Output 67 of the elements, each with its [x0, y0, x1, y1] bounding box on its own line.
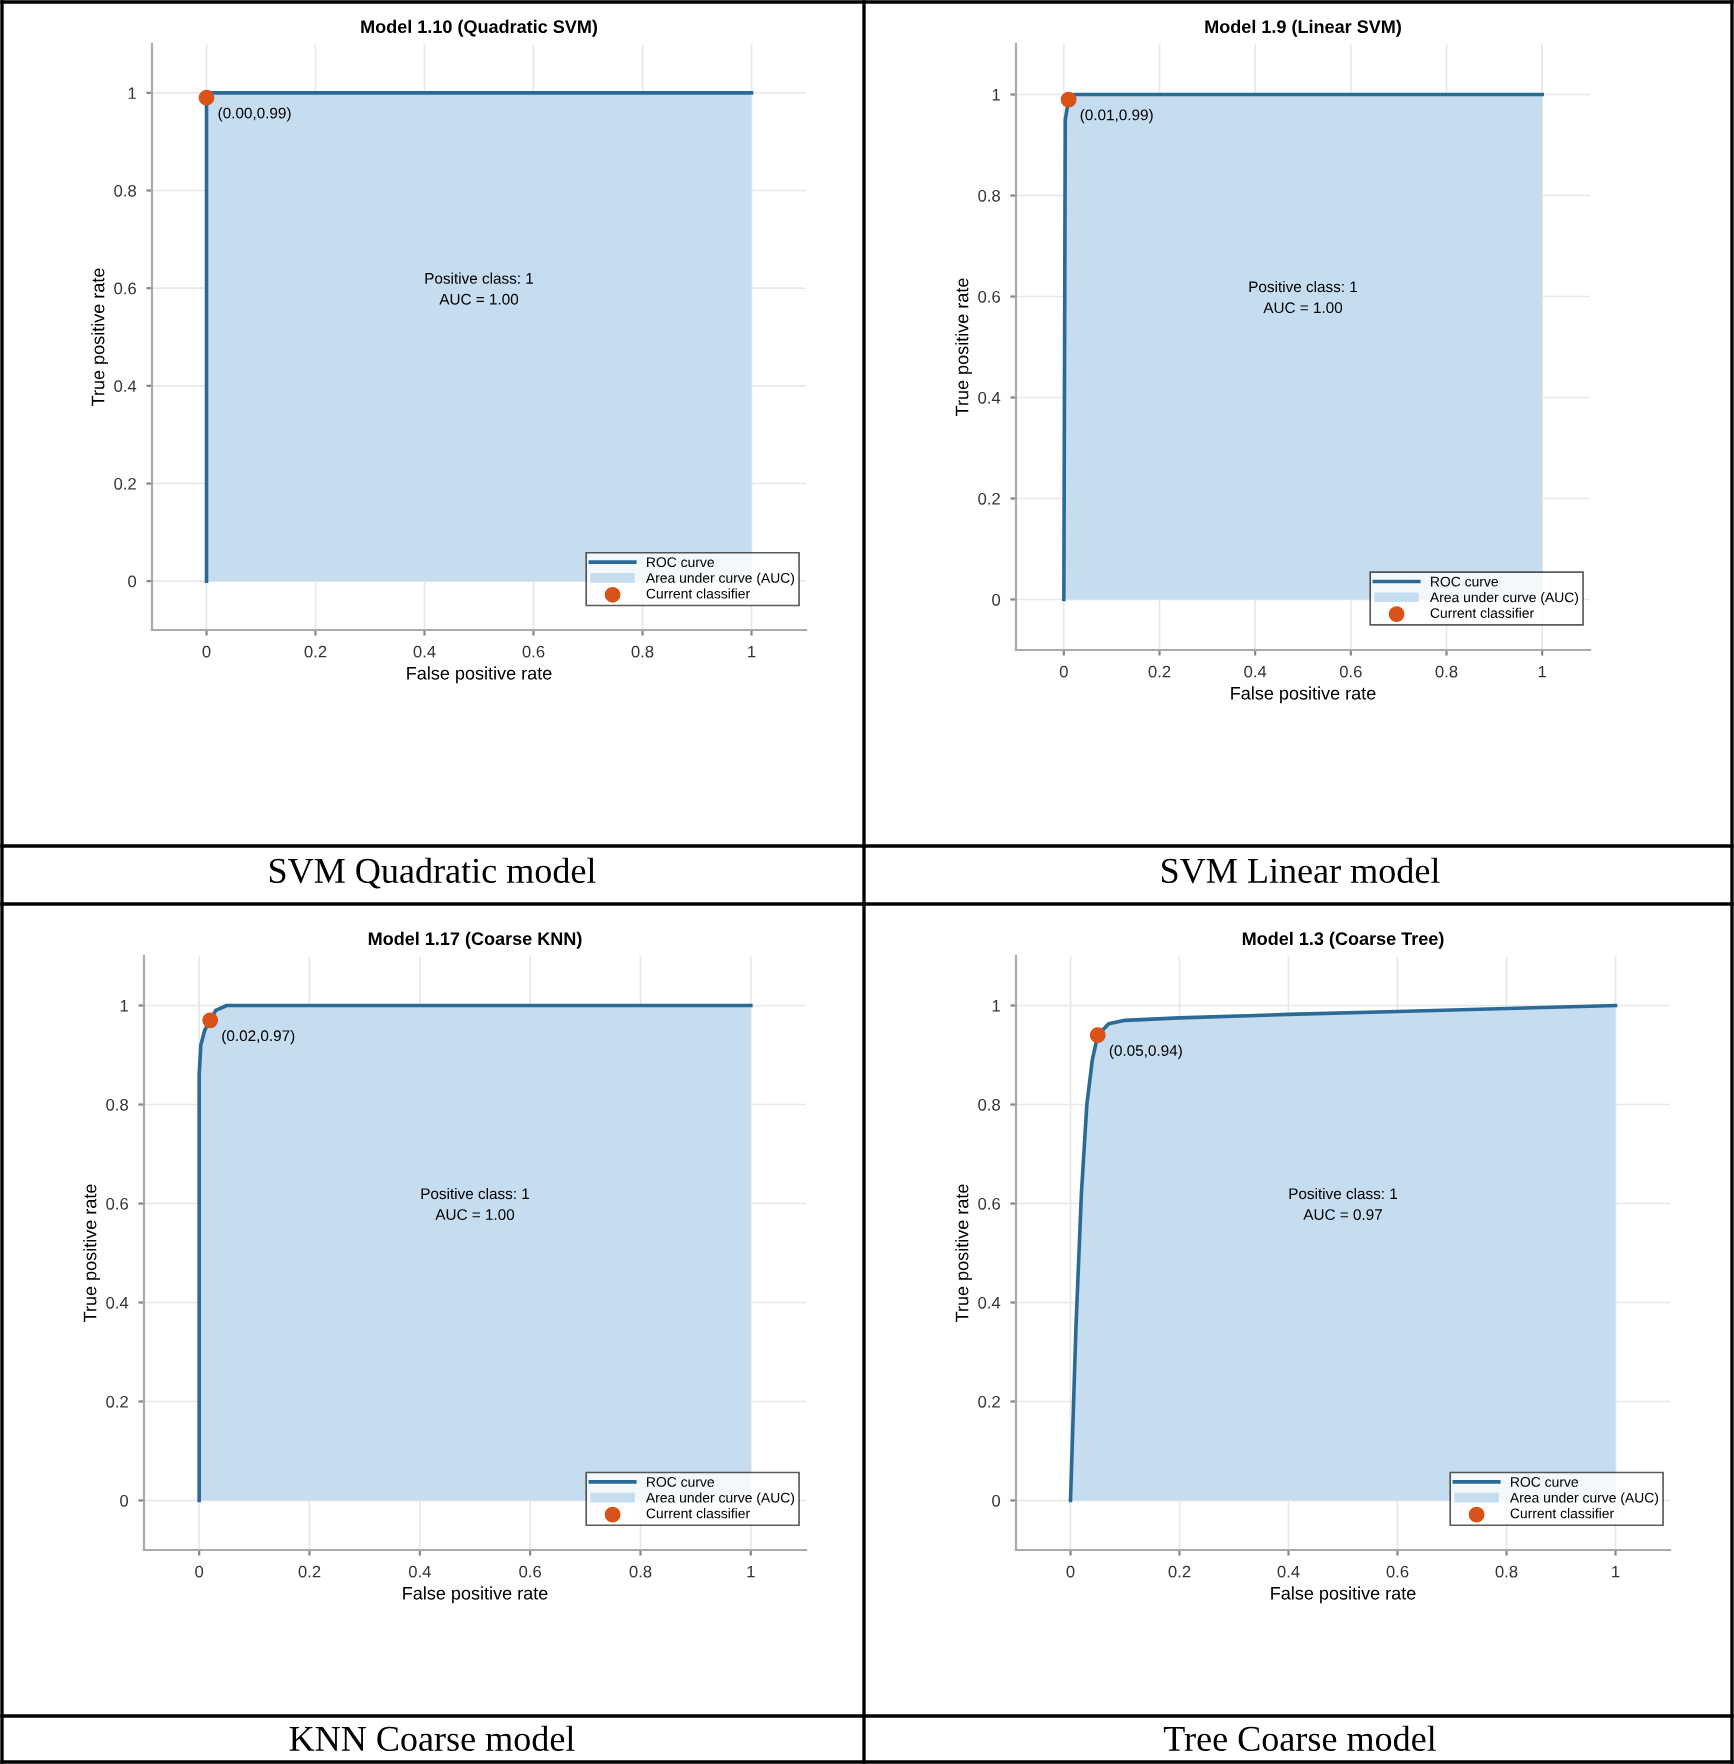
- y-tick-label: 0.4: [978, 1296, 1001, 1309]
- y-tick-label: 1: [120, 1000, 128, 1012]
- line-series: [1068, 1003, 1618, 1503]
- x-tick-label: 0.4: [1277, 1565, 1300, 1578]
- chart-title: Model 1.17 (Coarse KNN): [368, 931, 582, 949]
- chart-title: Model 1.9 (Linear SVM): [1205, 19, 1401, 37]
- y-tick-label: 0: [992, 1494, 1001, 1507]
- x-tick-label: 0.8: [631, 645, 654, 658]
- y-tick-label: 0.2: [978, 492, 1000, 505]
- text: SVM Linear model: [1162, 857, 1440, 884]
- y-tick-label: 0.2: [114, 477, 136, 490]
- x-tick-label: 0.4: [413, 645, 436, 658]
- y-tick-label: 0: [120, 1494, 129, 1507]
- y-tick-label: 1: [992, 1000, 1000, 1012]
- x-tick-label: 1: [1538, 665, 1546, 678]
- x-tick-label: 1: [1612, 1565, 1620, 1578]
- x-tick-label: 0.2: [1168, 1565, 1191, 1578]
- x-tick-label: 0.8: [629, 1565, 652, 1578]
- x-tick-label: 0: [1059, 665, 1068, 678]
- y-tick-label: 1: [992, 89, 1000, 101]
- line-series: [1062, 92, 1544, 602]
- y-tick-label: 0.4: [114, 380, 137, 393]
- y-tick-label: 0.8: [978, 1098, 1000, 1111]
- x-axis-title: False positive rate: [407, 666, 552, 684]
- y-tick-label: 0.8: [114, 184, 136, 197]
- y-tick-label: 0: [992, 593, 1001, 606]
- x-tick-label: 0.6: [1386, 1565, 1409, 1578]
- x-tick-label: 0: [195, 1565, 204, 1578]
- y-axis-title: True positive rate: [83, 1184, 100, 1322]
- y-tick-label: 0.8: [978, 189, 1000, 202]
- x-axis-title: False positive rate: [1231, 686, 1376, 704]
- x-tick-label: 0: [202, 645, 211, 658]
- x-tick-label: 0.2: [298, 1565, 321, 1578]
- y-tick-label: 0.6: [106, 1197, 128, 1210]
- chart-title: Model 1.10 (Quadratic SVM): [361, 19, 597, 37]
- y-tick-label: 0.6: [978, 1197, 1000, 1210]
- x-tick-label: 0.8: [1495, 1565, 1518, 1578]
- y-tick-label: 0.8: [106, 1098, 128, 1111]
- y-axis-title: True positive rate: [91, 268, 108, 406]
- x-tick-label: 1: [747, 1565, 755, 1578]
- y-tick-label: 0.4: [106, 1296, 129, 1309]
- y-tick-label: 0.2: [106, 1395, 128, 1408]
- y-tick-label: 0.2: [978, 1395, 1000, 1408]
- x-tick-label: 0.6: [519, 1565, 542, 1578]
- y-axis-title: True positive rate: [955, 278, 972, 416]
- text: SVM Quadratic model: [269, 857, 596, 889]
- x-tick-label: 0.2: [304, 645, 327, 658]
- y-tick-label: 0.6: [978, 290, 1000, 303]
- x-tick-label: 0.2: [1148, 665, 1171, 678]
- y-tick-label: 0: [128, 575, 137, 588]
- text: Tree Coarse model: [1163, 1725, 1437, 1752]
- text: KNN Coarse model: [289, 1725, 575, 1752]
- x-axis-title: False positive rate: [1271, 1586, 1416, 1604]
- x-tick-label: 0.6: [1339, 665, 1362, 678]
- chart-title: Model 1.3 (Coarse Tree): [1242, 931, 1444, 949]
- x-tick-label: 0.4: [1244, 665, 1267, 678]
- x-tick-label: 0.6: [522, 645, 545, 658]
- y-tick-label: 0.4: [978, 391, 1001, 404]
- x-tick-label: 1: [748, 645, 756, 658]
- x-tick-label: 0.4: [408, 1565, 431, 1578]
- y-tick-label: 1: [128, 87, 136, 99]
- y-axis-title: True positive rate: [955, 1184, 972, 1322]
- x-axis-title: False positive rate: [403, 1586, 548, 1604]
- x-tick-label: 0: [1066, 1565, 1075, 1578]
- line-series: [197, 1003, 753, 1503]
- y-tick-label: 0.6: [114, 282, 136, 295]
- x-tick-label: 0.8: [1435, 665, 1458, 678]
